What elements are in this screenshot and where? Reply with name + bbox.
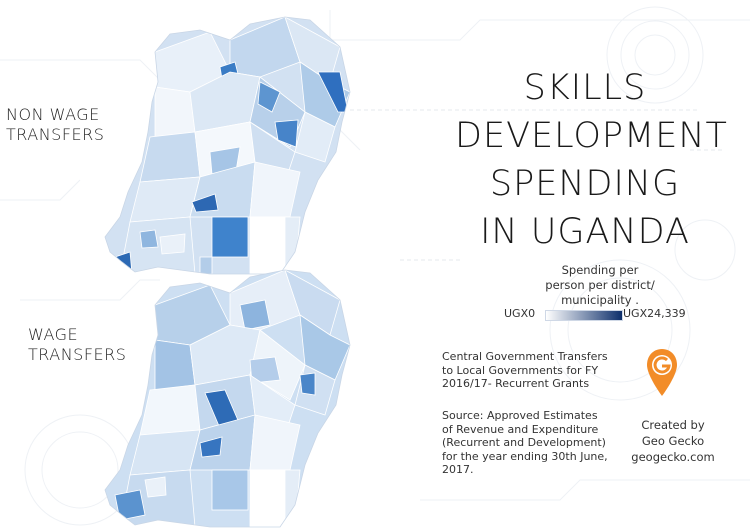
legend-max-label: UGX24,339 bbox=[623, 307, 686, 320]
legend-color-ramp bbox=[545, 310, 623, 321]
geo-gecko-logo-icon bbox=[647, 349, 677, 396]
source-line1: Source: Approved Estimates bbox=[442, 409, 598, 422]
wage-label-line1: WAGE bbox=[28, 325, 79, 344]
page-title: SKILLS DEVELOPMENT SPENDING IN UGANDA bbox=[455, 64, 728, 256]
legend-min-label: UGX0 bbox=[504, 307, 536, 320]
non-wage-transfers-map bbox=[104, 16, 351, 275]
description-line2: to Local Governments for FY bbox=[442, 363, 599, 377]
credit-block: Created by Geo Gecko geogecko.com bbox=[618, 417, 728, 465]
title-line4: IN UGANDA bbox=[480, 212, 690, 252]
description-line1: Central Government Transfers bbox=[442, 350, 608, 363]
description-text: Central Government Transfers to Local Go… bbox=[442, 350, 608, 391]
credit-website-link[interactable]: geogecko.com bbox=[631, 450, 715, 464]
legend-caption-line2: person per district/ bbox=[545, 278, 655, 292]
legend-caption: Spending per person per district/ munici… bbox=[520, 263, 680, 308]
title-line2: DEVELOPMENT bbox=[455, 116, 728, 156]
legend-caption-line3: municipality . bbox=[561, 293, 639, 307]
non-wage-label-line1: NON WAGE bbox=[6, 105, 100, 124]
source-line4: for the year ending 30th June, bbox=[442, 449, 608, 463]
source-text: Source: Approved Estimates of Revenue an… bbox=[442, 409, 608, 477]
title-line3: SPENDING bbox=[489, 164, 681, 204]
title-line1: SKILLS bbox=[523, 68, 647, 108]
credit-line1: Created by bbox=[641, 418, 705, 432]
legend-caption-line1: Spending per bbox=[561, 263, 639, 277]
non-wage-map-label: NON WAGE TRANSFERS bbox=[6, 105, 104, 145]
non-wage-label-line2: TRANSFERS bbox=[6, 125, 105, 144]
wage-transfers-map bbox=[104, 269, 351, 528]
wage-label-line2: TRANSFERS bbox=[28, 345, 127, 364]
source-line5: 2017. bbox=[442, 463, 474, 476]
source-line3: (Recurrent and Development) bbox=[442, 436, 606, 449]
description-line3: 2016/17- Recurrent Grants bbox=[442, 377, 590, 390]
credit-line2: Geo Gecko bbox=[641, 434, 705, 448]
source-line2: of Revenue and Expenditure bbox=[442, 422, 599, 436]
wage-map-label: WAGE TRANSFERS bbox=[28, 325, 126, 365]
